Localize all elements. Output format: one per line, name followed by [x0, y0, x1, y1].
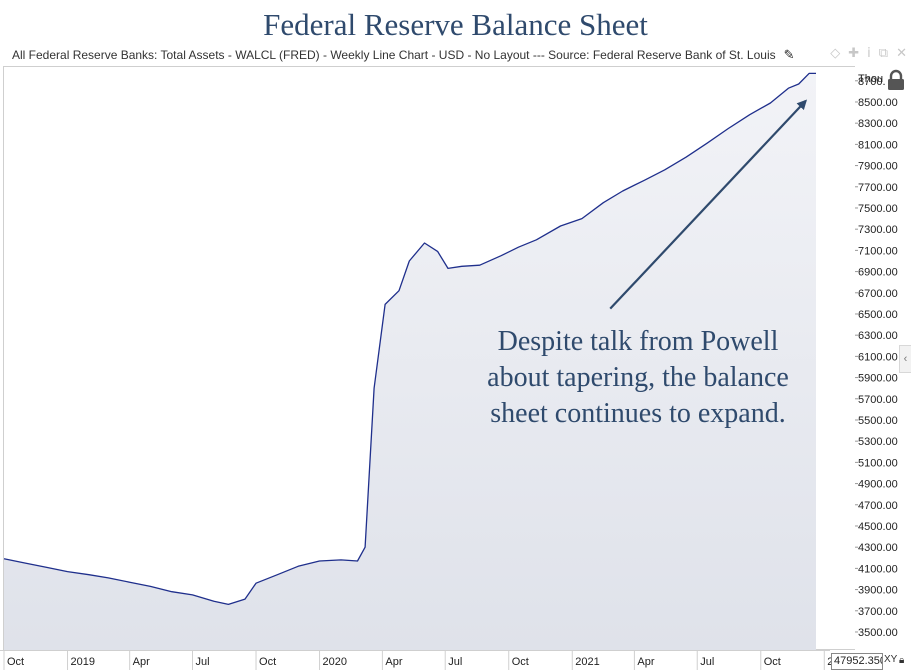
y-tick-label: 3500.00	[858, 627, 898, 639]
x-tick-label: Oct	[259, 656, 276, 668]
lock-icon[interactable]	[885, 68, 907, 92]
series-area	[4, 73, 816, 650]
x-tick-label: Oct	[512, 656, 529, 668]
x-tick-label: Apr	[637, 656, 654, 668]
x-tick-label: Jul	[448, 656, 462, 668]
xy-toggle-button[interactable]: XY	[884, 654, 898, 665]
chevron-left-icon[interactable]: ‹	[899, 345, 911, 373]
y-tick-label: 8500.00	[858, 97, 898, 109]
y-tick-label: 6500.00	[858, 309, 898, 321]
y-tick-label: 7700.00	[858, 182, 898, 194]
y-tick-label: 7500.00	[858, 203, 898, 215]
y-tick-label: 6100.00	[858, 351, 898, 363]
y-tick-label: 7300.00	[858, 224, 898, 236]
x-tick-label: Apr	[133, 656, 150, 668]
page-title: Federal Reserve Balance Sheet	[263, 7, 648, 42]
annotation-line: about tapering, the balance	[487, 362, 789, 393]
y-tick-label: 4300.00	[858, 542, 898, 554]
y-tick-label: 3700.00	[858, 606, 898, 618]
x-tick-label: Oct	[764, 656, 781, 668]
y-tick-label: 4700.00	[858, 500, 898, 512]
x-tick-label: 2021	[575, 656, 599, 668]
x-tick-label: Apr	[385, 656, 402, 668]
x-tick-label: Jul	[700, 656, 714, 668]
annotation-line: sheet continues to expand.	[490, 398, 786, 429]
y-tick-label: 6300.00	[858, 330, 898, 342]
y-tick-label: 5300.00	[858, 436, 898, 448]
y-tick-label: 6900.00	[858, 267, 898, 279]
y-tick-label: 5500.00	[858, 415, 898, 427]
pin-icon[interactable]: ✚	[848, 45, 860, 60]
y-tick-label: 4500.00	[858, 521, 898, 533]
series-line[interactable]	[3, 72, 816, 606]
annotation-arrow	[609, 99, 808, 310]
x-tick-label: 2020	[323, 656, 347, 668]
y-tick-label: 5700.00	[858, 394, 898, 406]
y-tick-label: 6700.00	[858, 288, 898, 300]
info-icon[interactable]: ⅰ	[867, 45, 871, 60]
y-tick-label: 5100.00	[858, 457, 898, 469]
chart-subtitle-row: All Federal Reserve Banks: Total Assets …	[12, 46, 795, 64]
annotation-line: Despite talk from Powell	[497, 326, 779, 357]
y-tick-label: 3900.00	[858, 585, 898, 597]
y-tick-label: 7900.00	[858, 161, 898, 173]
y-tick-label: 4900.00	[858, 479, 898, 491]
y-tick-label: 5900.00	[858, 373, 898, 385]
close-icon[interactable]: ✕	[896, 45, 907, 60]
x-tick-label: 2019	[71, 656, 95, 668]
diamond-icon[interactable]: ◇	[830, 45, 841, 60]
chart-subtitle: All Federal Reserve Banks: Total Assets …	[12, 48, 776, 62]
y-tick-label: 4100.00	[858, 563, 898, 575]
y-tick-label: 8300.00	[858, 118, 898, 130]
window-controls: ◇ ✚ ⅰ ⧉ ✕	[830, 45, 907, 63]
pencil-icon[interactable]: ✎	[783, 47, 795, 62]
x-tick-label: Jul	[196, 656, 210, 668]
x-tick-label: Oct	[7, 656, 24, 668]
scale-lock-icon[interactable]: 🔒︎	[899, 655, 905, 666]
chart-annotation: Despite talk from Powell about tapering,…	[458, 324, 818, 432]
y-axis-units-label: Thou	[858, 73, 883, 85]
y-tick-label: 7100.00	[858, 245, 898, 257]
popout-icon[interactable]: ⧉	[878, 45, 889, 60]
current-value-badge: 47952.350	[831, 653, 883, 670]
y-tick-label: 8100.00	[858, 139, 898, 151]
